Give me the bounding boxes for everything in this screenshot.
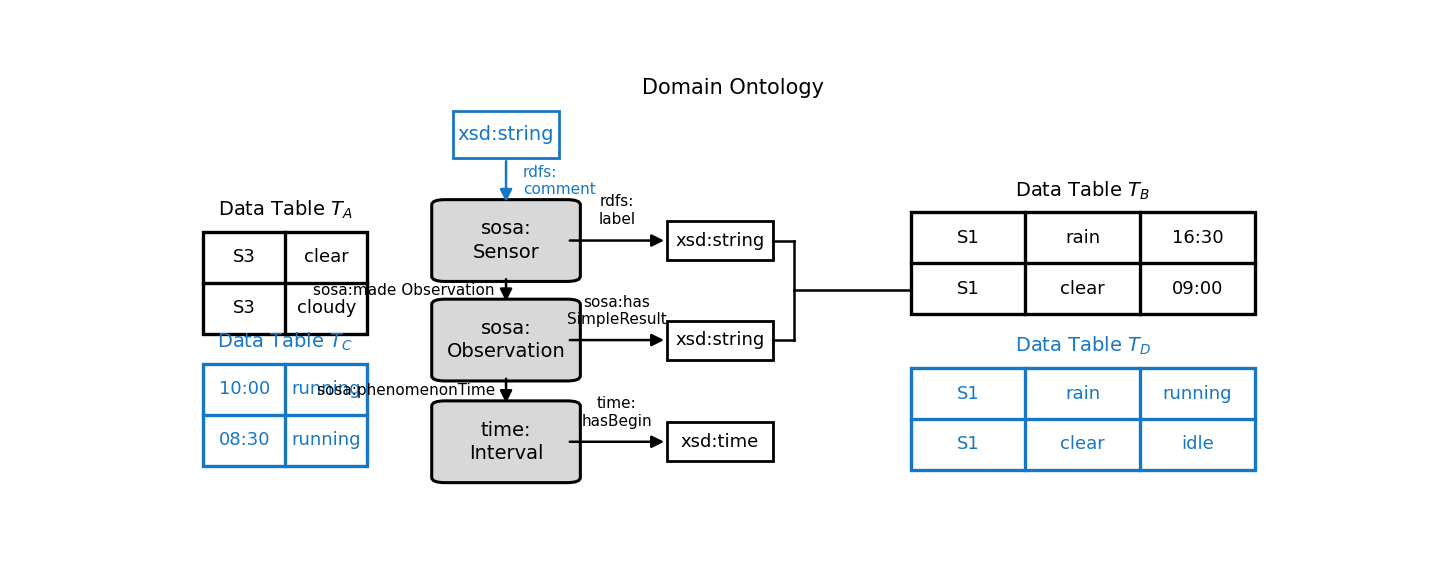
Bar bbox=[912, 212, 1255, 314]
Text: xsd:string: xsd:string bbox=[458, 125, 554, 144]
Text: 08:30: 08:30 bbox=[219, 431, 270, 449]
FancyBboxPatch shape bbox=[432, 299, 581, 381]
Text: clear: clear bbox=[1060, 280, 1105, 298]
Text: xsd:string: xsd:string bbox=[675, 232, 764, 250]
Text: xsd:time: xsd:time bbox=[681, 433, 760, 451]
Text: cloudy: cloudy bbox=[296, 299, 356, 317]
Text: sosa:made Observation: sosa:made Observation bbox=[313, 283, 495, 298]
Text: rain: rain bbox=[1065, 229, 1100, 247]
Text: Domain Ontology: Domain Ontology bbox=[643, 78, 824, 98]
Text: 09:00: 09:00 bbox=[1172, 280, 1224, 298]
Text: 16:30: 16:30 bbox=[1172, 229, 1224, 247]
Bar bbox=[667, 320, 773, 360]
Text: S1: S1 bbox=[957, 384, 979, 402]
Text: xsd:string: xsd:string bbox=[675, 331, 764, 349]
Text: running: running bbox=[292, 380, 361, 398]
Text: time:
hasBegin: time: hasBegin bbox=[581, 396, 653, 429]
Text: sosa:
Observation: sosa: Observation bbox=[446, 319, 565, 361]
Bar bbox=[203, 364, 368, 465]
Text: Data Table $T_D$: Data Table $T_D$ bbox=[1015, 335, 1151, 357]
Text: running: running bbox=[292, 431, 361, 449]
Text: 10:00: 10:00 bbox=[219, 380, 270, 398]
Text: clear: clear bbox=[1060, 436, 1105, 454]
Text: sosa:pheno⁠menonTime: sosa:pheno⁠menonTime bbox=[316, 383, 495, 398]
Text: Data Table $T_A$: Data Table $T_A$ bbox=[218, 199, 353, 221]
Bar bbox=[667, 422, 773, 461]
Text: Data Table $T_C$: Data Table $T_C$ bbox=[218, 331, 353, 353]
Text: rdfs:
comment: rdfs: comment bbox=[522, 165, 595, 197]
FancyBboxPatch shape bbox=[432, 401, 581, 483]
FancyBboxPatch shape bbox=[432, 200, 581, 282]
Text: S1: S1 bbox=[957, 229, 979, 247]
Bar bbox=[203, 232, 368, 334]
Bar bbox=[667, 221, 773, 260]
Text: S1: S1 bbox=[957, 436, 979, 454]
Text: rain: rain bbox=[1065, 384, 1100, 402]
Text: S3: S3 bbox=[233, 299, 256, 317]
Text: time:
Interval: time: Interval bbox=[469, 420, 544, 463]
Text: sosa:has
SimpleResult: sosa:has SimpleResult bbox=[567, 294, 667, 327]
Text: S1: S1 bbox=[957, 280, 979, 298]
Text: S3: S3 bbox=[233, 248, 256, 266]
Bar bbox=[912, 368, 1255, 470]
Text: rdfs:
label: rdfs: label bbox=[598, 194, 635, 226]
Text: idle: idle bbox=[1181, 436, 1213, 454]
Text: sosa:
Sensor: sosa: Sensor bbox=[472, 219, 539, 262]
Bar bbox=[454, 111, 558, 158]
Text: running: running bbox=[1162, 384, 1232, 402]
Text: Data Table $T_B$: Data Table $T_B$ bbox=[1015, 179, 1151, 202]
Text: clear: clear bbox=[303, 248, 349, 266]
